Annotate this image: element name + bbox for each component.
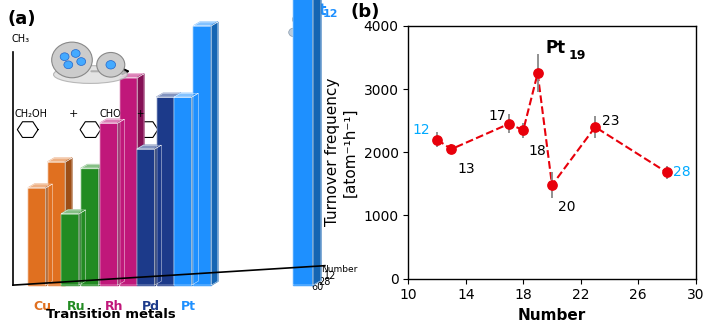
Polygon shape: [313, 0, 321, 285]
Polygon shape: [28, 188, 45, 285]
Circle shape: [300, 28, 310, 37]
Text: Rh: Rh: [105, 300, 124, 313]
Text: Transition metals: Transition metals: [46, 308, 175, 321]
Polygon shape: [100, 119, 124, 123]
Text: 12: 12: [413, 123, 430, 137]
Circle shape: [52, 42, 92, 78]
Polygon shape: [81, 168, 99, 285]
Point: [532, 71, 543, 76]
Text: CHO: CHO: [99, 109, 121, 119]
Polygon shape: [81, 165, 105, 168]
Point: [589, 124, 601, 130]
Polygon shape: [174, 93, 198, 97]
Circle shape: [311, 22, 320, 30]
Circle shape: [106, 61, 116, 69]
Text: 17: 17: [488, 109, 506, 122]
Polygon shape: [45, 184, 53, 285]
Text: Pd: Pd: [143, 300, 160, 313]
Polygon shape: [192, 93, 198, 285]
Text: 28: 28: [318, 277, 330, 287]
Point: [446, 146, 457, 152]
Text: 23: 23: [602, 114, 620, 128]
Text: Pt: Pt: [181, 300, 196, 313]
Polygon shape: [61, 214, 79, 285]
Polygon shape: [119, 74, 144, 78]
Circle shape: [71, 50, 80, 57]
Text: 18: 18: [529, 144, 547, 158]
Text: CO₂H: CO₂H: [163, 109, 188, 119]
Point: [503, 121, 515, 126]
Circle shape: [64, 61, 72, 69]
Text: CH₂OH: CH₂OH: [15, 109, 48, 119]
Polygon shape: [99, 165, 105, 285]
Text: 28: 28: [672, 166, 690, 179]
Text: Pt: Pt: [308, 3, 327, 18]
Text: +: +: [69, 109, 79, 119]
Text: +: +: [136, 109, 145, 119]
Polygon shape: [61, 210, 86, 214]
Polygon shape: [118, 119, 124, 285]
Polygon shape: [193, 22, 218, 26]
Text: (b): (b): [351, 3, 380, 21]
Circle shape: [307, 35, 317, 43]
Circle shape: [303, 12, 313, 20]
Polygon shape: [193, 26, 211, 285]
Polygon shape: [65, 158, 72, 285]
Text: CH₃: CH₃: [11, 34, 29, 44]
Polygon shape: [174, 93, 181, 285]
Point: [431, 137, 443, 142]
Circle shape: [60, 53, 69, 61]
Polygon shape: [293, 0, 313, 285]
Polygon shape: [79, 210, 86, 285]
Ellipse shape: [53, 65, 127, 83]
Polygon shape: [155, 145, 161, 285]
Text: 12: 12: [323, 9, 339, 19]
Text: Number: Number: [322, 265, 358, 274]
Text: 60: 60: [312, 282, 324, 292]
Point: [546, 182, 557, 188]
Polygon shape: [137, 149, 155, 285]
Text: (a): (a): [7, 10, 36, 28]
Polygon shape: [137, 145, 161, 149]
Circle shape: [296, 18, 306, 27]
Polygon shape: [100, 123, 118, 285]
Polygon shape: [48, 158, 72, 162]
Text: Pt: Pt: [546, 39, 566, 57]
Text: Cu: Cu: [33, 300, 51, 313]
Text: Ru: Ru: [67, 300, 85, 313]
Polygon shape: [211, 22, 218, 285]
Polygon shape: [156, 93, 181, 97]
Y-axis label: Turnover frequency
[atom⁻¹h⁻¹]: Turnover frequency [atom⁻¹h⁻¹]: [325, 78, 358, 226]
Polygon shape: [156, 97, 174, 285]
Circle shape: [97, 52, 125, 77]
Point: [518, 128, 529, 133]
X-axis label: Number: Number: [518, 308, 586, 323]
Circle shape: [293, 15, 302, 24]
Point: [662, 170, 673, 175]
Text: 13: 13: [457, 162, 474, 176]
Circle shape: [289, 28, 298, 37]
Text: 19: 19: [568, 49, 586, 62]
Circle shape: [77, 58, 86, 65]
Polygon shape: [137, 74, 144, 285]
Polygon shape: [48, 162, 65, 285]
Polygon shape: [119, 78, 137, 285]
Text: 20: 20: [557, 200, 575, 214]
Polygon shape: [174, 97, 192, 285]
Text: 12: 12: [324, 271, 337, 281]
Polygon shape: [28, 184, 53, 188]
